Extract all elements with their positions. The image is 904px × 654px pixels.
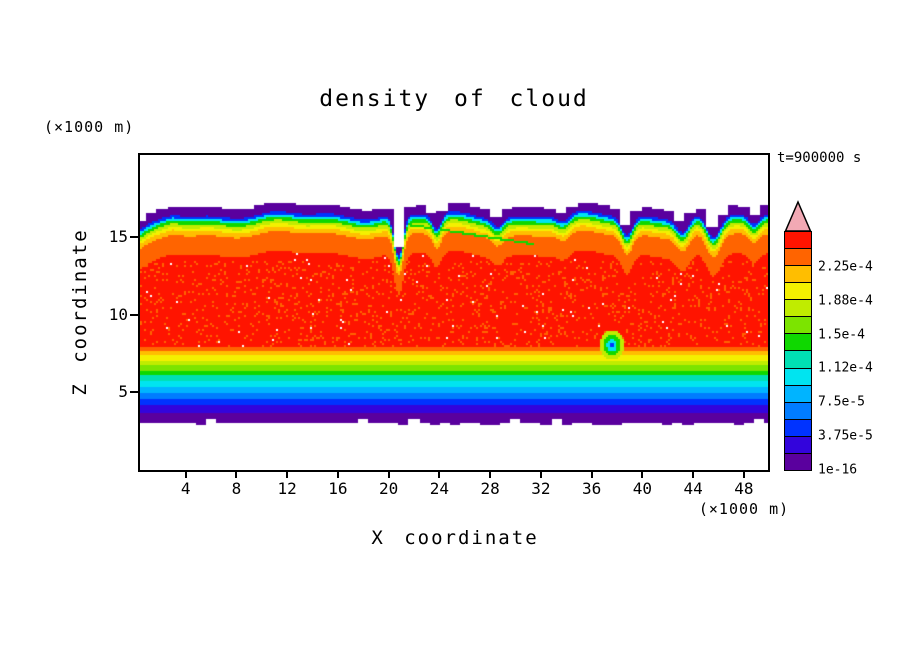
colorbar-segment	[785, 350, 811, 368]
colorbar-segment	[785, 367, 811, 385]
x-tick	[184, 471, 187, 478]
x-tick	[590, 471, 593, 478]
y-tick	[130, 236, 138, 239]
x-tick-label: 40	[632, 479, 653, 498]
y-tick	[130, 313, 138, 316]
colorbar-segment	[785, 247, 811, 266]
colorbar-segment	[785, 418, 811, 436]
x-tick	[438, 471, 441, 478]
plot-frame	[138, 153, 770, 472]
colorbar-segment	[785, 401, 811, 419]
y-tick-label: 5	[118, 382, 128, 402]
x-tick-label: 24	[429, 479, 450, 498]
colorbar-label: 7.5e-5	[818, 394, 865, 410]
x-tick	[336, 471, 339, 478]
y-tick-label: 15	[108, 227, 128, 247]
colorbar-segment	[785, 231, 811, 248]
x-tick	[742, 471, 745, 478]
colorbar-label: 2.25e-4	[818, 259, 873, 275]
colorbar-segment	[785, 384, 811, 402]
x-tick-label: 8	[231, 479, 242, 498]
colorbar-segment	[785, 452, 811, 470]
x-tick	[641, 471, 644, 478]
x-tick-label: 36	[582, 479, 602, 498]
x-tick-label: 16	[328, 479, 348, 498]
colorbar-label: 1.88e-4	[818, 293, 873, 309]
x-tick	[235, 471, 238, 478]
chart-title: density of cloud	[319, 86, 589, 112]
colorbar-segment	[785, 316, 811, 334]
y-axis-title: Z coordinate	[69, 228, 91, 396]
x-axis-unit-label: (×1000 m)	[698, 500, 790, 518]
colorbar-label: 1.12e-4	[818, 360, 873, 376]
x-tick-label: 32	[531, 479, 551, 498]
colorbar-segment	[785, 333, 811, 351]
colorbar-label: 1e-16	[818, 462, 858, 478]
x-tick	[692, 471, 695, 478]
y-tick	[130, 391, 138, 394]
x-tick	[489, 471, 492, 478]
x-axis-title: X coordinate	[371, 527, 539, 549]
colorbar-label: 3.75e-5	[818, 428, 873, 444]
colorbar-scale	[784, 231, 812, 471]
colorbar-label: 1.5e-4	[818, 327, 865, 343]
x-tick	[539, 471, 542, 478]
time-annotation: t=900000 s	[777, 150, 862, 166]
x-tick-label: 28	[480, 479, 500, 498]
x-tick	[286, 471, 289, 478]
x-tick-label: 12	[277, 479, 297, 498]
colorbar-segment	[785, 435, 811, 453]
x-tick	[387, 471, 390, 478]
y-axis-unit-label: (×1000 m)	[44, 118, 135, 136]
density-heatmap	[140, 155, 768, 470]
colorbar-segment	[785, 282, 811, 300]
colorbar-segment	[785, 265, 811, 283]
colorbar-overflow-arrow-icon	[784, 200, 812, 232]
x-tick-label: 4	[180, 479, 191, 498]
colorbar-segment	[785, 299, 811, 317]
y-tick-label: 10	[108, 304, 128, 324]
x-tick-label: 20	[379, 479, 399, 498]
x-tick-label: 48	[734, 479, 754, 498]
x-tick-label: 44	[683, 479, 703, 498]
